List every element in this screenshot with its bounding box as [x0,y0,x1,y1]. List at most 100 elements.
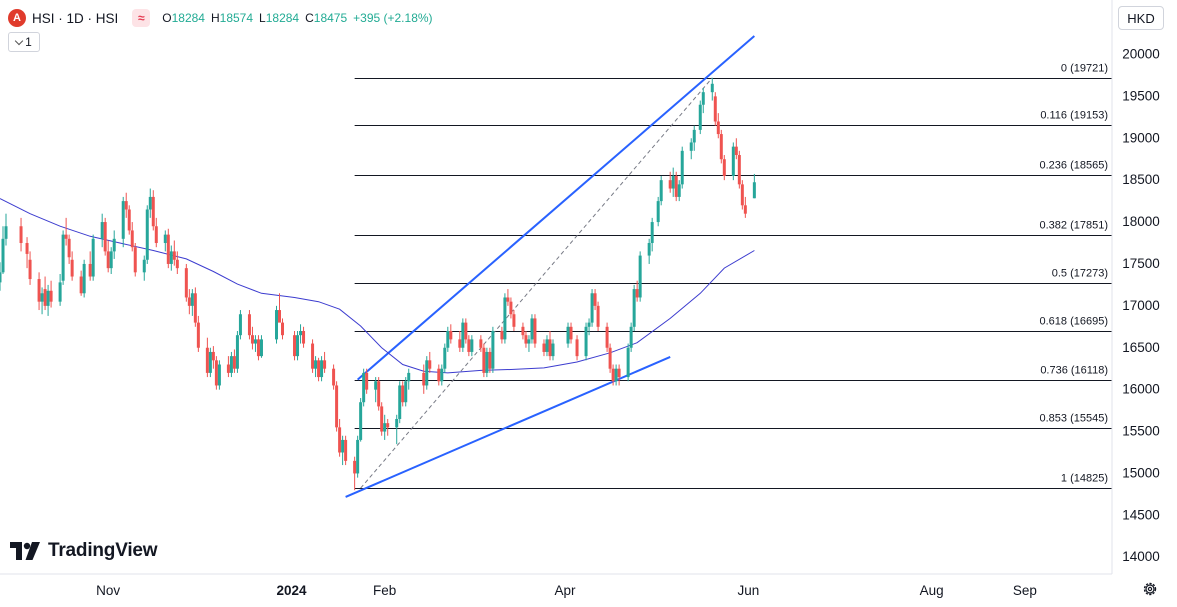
candle-body [365,372,369,390]
candle [40,287,44,315]
candle [344,435,348,466]
candle-body [112,238,116,252]
candle [1,226,5,275]
candle-body [124,201,128,210]
candle-body [43,289,47,306]
candle [169,245,173,271]
candle-body [692,129,696,143]
candle [506,289,510,306]
candle [359,398,363,442]
candle [214,356,218,390]
candle-body [524,335,528,344]
candle [548,330,552,361]
candle-body [274,310,278,340]
candle-body [500,330,504,340]
candle-body [88,263,92,277]
candles [0,77,756,491]
price-tick-label: 15500 [1122,424,1160,439]
candle [395,414,399,445]
candle-body [259,339,263,357]
candle [88,251,92,281]
candle [341,435,345,466]
trend-line[interactable] [356,35,756,381]
candle-body [677,184,681,197]
candle [458,330,462,352]
trend-line[interactable] [345,356,671,498]
candle [461,318,465,352]
candle-body [79,276,83,294]
currency-button[interactable]: HKD [1118,6,1164,30]
candle-body [359,402,363,440]
candle-body [467,339,471,352]
fib-level-label: 0.116 (19153) [1040,110,1108,122]
trend-lines[interactable] [345,35,756,498]
candle-body [338,427,342,453]
tradingview-logo-icon [10,542,40,560]
candle [692,125,696,151]
candle [482,343,486,378]
candle-body [70,259,74,277]
candle [542,339,546,357]
candle [112,230,116,259]
fib-trend-line [360,77,713,489]
candle [124,192,128,218]
indicator-toggle-button[interactable]: 1 [8,32,40,52]
candle [226,356,230,378]
candle [37,272,41,311]
candle-body [61,234,65,281]
ohlc-values: O18284 H18574 L18284 C18475 +395 (+2.18%… [162,11,432,25]
candle [172,240,176,266]
candle-body [464,322,468,340]
fib-retracement[interactable]: 0 (19721) 0.116 (19153) 0.236 (18565) 0.382… [354,63,1112,489]
tradingview-logo[interactable]: TradingView [10,540,158,562]
candle [274,305,278,344]
candle-body [100,222,104,239]
symbol-title[interactable]: HSI · 1D · HSI [32,10,119,26]
market-status-icon[interactable]: ≈ [132,9,151,27]
candle-body [253,339,257,344]
candle-body [731,146,735,176]
candle [437,364,441,386]
candle [611,364,615,386]
candle [485,347,489,378]
candle [362,368,366,407]
candle-body [317,360,321,378]
settings-gear-icon[interactable] [1142,581,1158,597]
candle [719,129,723,164]
candle-body [4,226,8,239]
candle [238,310,242,340]
price-tick-label: 17000 [1122,298,1160,313]
time-axis-bg[interactable] [0,574,1177,607]
candle [133,243,137,277]
candle [590,289,594,327]
candle-body [530,318,534,340]
candle [632,284,636,331]
price-axis-bg[interactable] [1112,0,1177,607]
time-tick-label: Jun [737,583,759,598]
candle [43,276,47,311]
price-tick-label: 16000 [1122,382,1160,397]
fib-level-label: 0.736 (16118) [1040,365,1108,377]
price-tick-label: 19000 [1122,130,1160,145]
candle-body [323,360,327,369]
time-tick-label: Sep [1013,583,1037,598]
high-value: 18574 [219,11,254,25]
candle-body [506,297,510,302]
candle-body [443,347,447,369]
fib-level-label: 0.236 (18565) [1040,160,1109,172]
candle-body [737,155,741,185]
candle [650,217,654,252]
candle-body [626,347,630,378]
candle [235,330,239,373]
candle [710,77,714,101]
candle [299,324,303,344]
candle [491,326,495,373]
symbol-header[interactable]: A HSI · 1D · HSI ≈ O18284 H18574 L18284 … [8,7,433,29]
candle [374,377,378,403]
candle-body [37,279,41,302]
candle-body [40,293,44,302]
price-tick-label: 20000 [1122,46,1160,61]
candle-body [698,104,702,130]
candle-body [734,146,738,156]
